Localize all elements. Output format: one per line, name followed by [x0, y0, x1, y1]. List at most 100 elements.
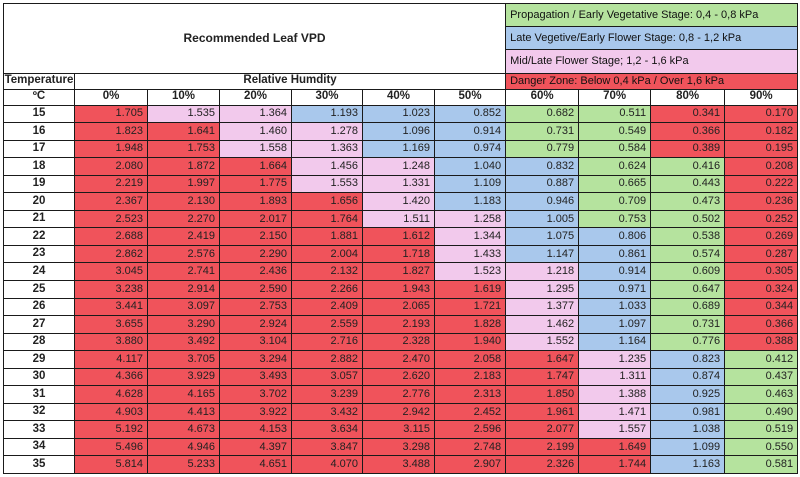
vpd-cell: 1.553 — [291, 174, 363, 194]
vpd-cell: 0.584 — [578, 139, 652, 159]
vpd-cell: 2.419 — [147, 227, 220, 246]
vpd-cell: 0.252 — [724, 209, 799, 229]
vpd-cell: 2.065 — [362, 297, 435, 317]
vpd-cell: 1.258 — [433, 209, 507, 229]
vpd-cell: 2.741 — [147, 262, 220, 281]
vpd-cell: 1.097 — [578, 315, 652, 334]
table-row: 35 5.814 5.233 4.651 4.070 3.488 2.907 2.326 1.7… — [3, 455, 799, 474]
vpd-cell: 4.673 — [147, 420, 220, 439]
vpd-cell: 2.776 — [362, 385, 435, 404]
vpd-cell: 1.193 — [291, 104, 363, 124]
vpd-cell: 4.651 — [219, 455, 292, 474]
vpd-cell: 2.523 — [74, 209, 148, 229]
table-row: 17 1.948 1.753 1.558 1.363 1.169 0.974 0.779 0.5… — [3, 139, 799, 159]
vpd-cell: 0.887 — [505, 174, 580, 194]
vpd-cell: 0.519 — [724, 420, 799, 439]
vpd-cell: 1.377 — [505, 297, 580, 317]
vpd-cell: 0.182 — [724, 122, 799, 141]
vpd-cell: 3.922 — [219, 402, 292, 422]
vpd-cell: 1.456 — [291, 157, 363, 176]
vpd-cell: 1.775 — [219, 174, 292, 194]
vpd-cell: 1.961 — [505, 402, 580, 422]
vpd-cell: 1.828 — [433, 315, 507, 334]
row-header-label: Temperature — [3, 72, 75, 90]
vpd-cell: 1.218 — [505, 262, 580, 281]
vpd-cell: 0.463 — [724, 385, 799, 404]
vpd-cell: 3.634 — [291, 420, 363, 439]
vpd-cell: 1.558 — [219, 139, 292, 159]
column-header: 80% — [650, 88, 726, 106]
vpd-cell: 1.744 — [578, 455, 652, 474]
vpd-cell: 5.192 — [74, 420, 148, 439]
vpd-cell: 1.023 — [362, 104, 435, 124]
vpd-cell: 2.688 — [74, 227, 148, 246]
vpd-cell: 0.971 — [578, 279, 652, 299]
vpd-cell: 0.874 — [650, 367, 726, 387]
vpd-cell: 1.364 — [219, 104, 292, 124]
vpd-cell: 0.689 — [650, 297, 726, 317]
vpd-cell: 1.278 — [291, 122, 363, 141]
vpd-cell: 0.731 — [505, 122, 580, 141]
vpd-cell: 1.331 — [362, 174, 435, 194]
vpd-cell: 2.924 — [219, 315, 292, 334]
table-row: 21 2.523 2.270 2.017 1.764 1.511 1.258 1.005 0.7… — [3, 209, 799, 229]
vpd-cell: 1.940 — [433, 332, 507, 352]
vpd-cell: 3.097 — [147, 297, 220, 317]
vpd-cell: 1.649 — [578, 437, 652, 457]
vpd-cell: 1.096 — [362, 122, 435, 141]
vpd-cell: 1.099 — [650, 437, 726, 457]
vpd-cell: 3.239 — [291, 385, 363, 404]
vpd-cell: 1.033 — [578, 297, 652, 317]
vpd-cell: 0.776 — [650, 332, 726, 352]
vpd-cell: 2.620 — [362, 367, 435, 387]
vpd-cell: 0.753 — [578, 209, 652, 229]
vpd-cell: 1.523 — [433, 262, 507, 281]
table-row: 22 2.688 2.419 2.150 1.881 1.612 1.344 1.075 0.8… — [3, 227, 799, 246]
vpd-cell: 4.903 — [74, 402, 148, 422]
vpd-cell: 1.535 — [147, 104, 220, 124]
vpd-cell: 4.070 — [291, 455, 363, 474]
vpd-cell: 0.914 — [578, 262, 652, 281]
vpd-cell: 2.753 — [219, 297, 292, 317]
temperature-label: 21 — [3, 209, 75, 229]
vpd-cell: 1.471 — [578, 402, 652, 422]
vpd-cell: 0.443 — [650, 174, 726, 194]
vpd-cell: 0.324 — [724, 279, 799, 299]
vpd-cell: 0.861 — [578, 244, 652, 264]
vpd-cell: 2.080 — [74, 157, 148, 176]
vpd-cell: 1.943 — [362, 279, 435, 299]
table-row: 28 3.880 3.492 3.104 2.716 2.328 1.940 1.552 1.1… — [3, 332, 799, 352]
vpd-cell: 0.574 — [650, 244, 726, 264]
vpd-cell: 0.647 — [650, 279, 726, 299]
vpd-cell: 3.238 — [74, 279, 148, 299]
vpd-cell: 0.222 — [724, 174, 799, 194]
vpd-cell: 0.852 — [433, 104, 507, 124]
vpd-cell: 0.344 — [724, 297, 799, 317]
temperature-label: 24 — [3, 262, 75, 281]
vpd-cell: 2.907 — [433, 455, 507, 474]
vpd-cell: 4.165 — [147, 385, 220, 404]
vpd-cell: 2.590 — [219, 279, 292, 299]
table-row: 31 4.628 4.165 3.702 3.239 2.776 2.313 1.850 1.3… — [3, 385, 799, 404]
temperature-label: 27 — [3, 315, 75, 334]
vpd-cell: 1.872 — [147, 157, 220, 176]
table-row: 19 2.219 1.997 1.775 1.553 1.331 1.109 0.887 0.6… — [3, 174, 799, 194]
vpd-cell: 1.893 — [219, 192, 292, 211]
column-header: 10% — [147, 88, 220, 106]
vpd-cell: 1.420 — [362, 192, 435, 211]
vpd-cell: 1.721 — [433, 297, 507, 317]
temperature-label: 18 — [3, 157, 75, 176]
vpd-cell: 2.716 — [291, 332, 363, 352]
temperature-label: 17 — [3, 139, 75, 159]
vpd-cell: 3.057 — [291, 367, 363, 387]
vpd-cell: 3.298 — [362, 437, 435, 457]
table-row: 33 5.192 4.673 4.153 3.634 3.115 2.596 2.077 1.5… — [3, 420, 799, 439]
vpd-cell: 1.823 — [74, 122, 148, 141]
table-row: 25 3.238 2.914 2.590 2.266 1.943 1.619 1.295 0.9… — [3, 279, 799, 299]
vpd-cell: 0.550 — [724, 437, 799, 457]
vpd-cell: 0.236 — [724, 192, 799, 211]
vpd-cell: 0.341 — [650, 104, 726, 124]
vpd-cell: 3.045 — [74, 262, 148, 281]
vpd-cell: 1.248 — [362, 157, 435, 176]
